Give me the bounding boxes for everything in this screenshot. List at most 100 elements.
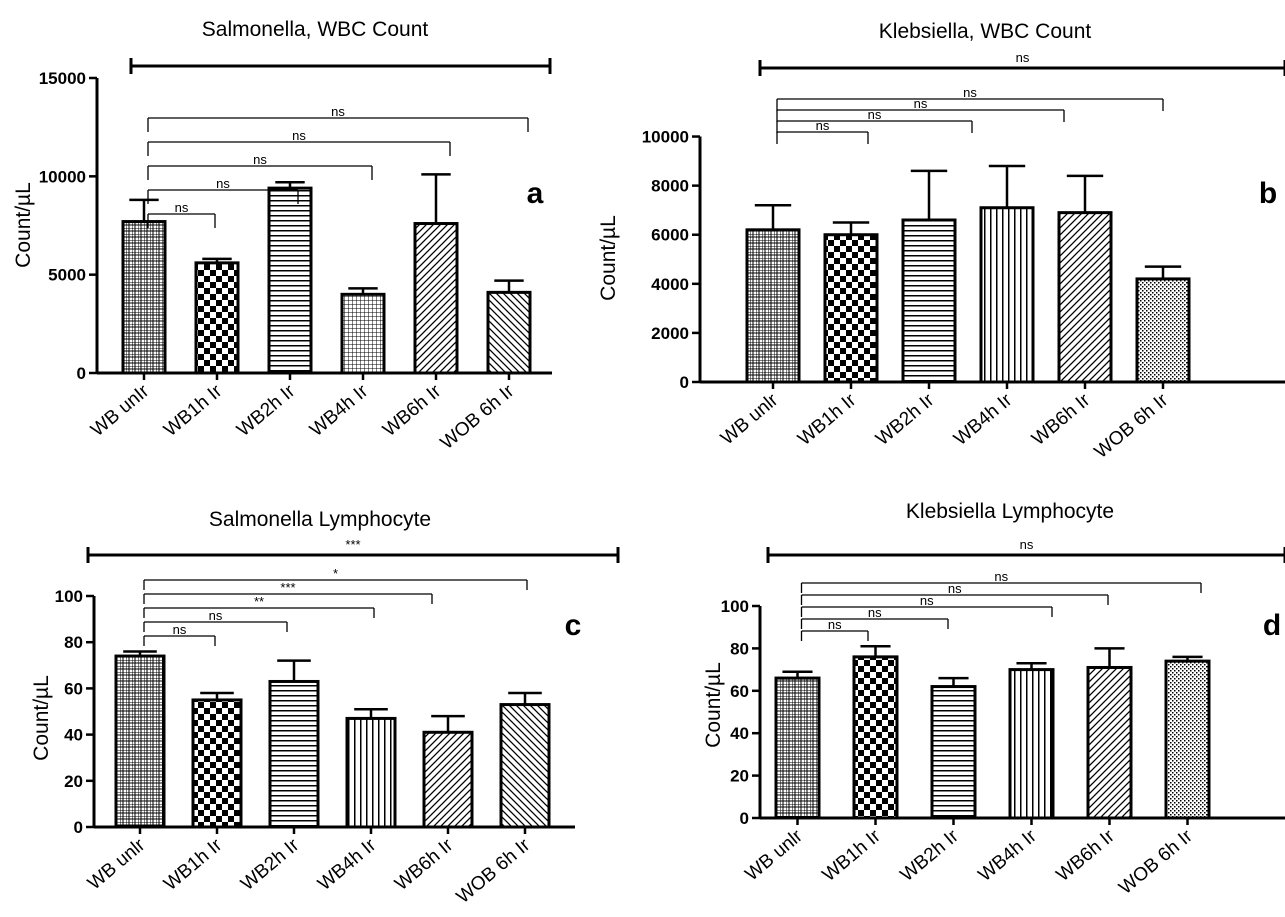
- comparison-significance-label: ***: [280, 580, 295, 595]
- comparison-significance-label: ns: [994, 569, 1008, 584]
- panel-letter: d: [1263, 609, 1281, 642]
- x-category-label: WB1h Ir: [160, 834, 227, 895]
- y-tick-label: 100: [55, 587, 83, 606]
- bar: [1008, 668, 1055, 820]
- comparison-significance-label: ns: [173, 622, 187, 637]
- y-tick-label: 10000: [642, 128, 689, 147]
- overall-significance-label: ns: [1016, 50, 1030, 65]
- comparison-significance-label: **: [254, 594, 264, 609]
- y-tick-label: 0: [74, 818, 83, 837]
- bar: [774, 676, 821, 820]
- x-category-label: WB4h Ir: [306, 380, 373, 441]
- bar: [194, 261, 240, 375]
- x-category-label: WOB 6h Ir: [453, 834, 535, 908]
- x-category-label: WB unlr: [741, 825, 807, 885]
- x-category-label: WB1h Ir: [794, 389, 861, 450]
- y-tick-label: 60: [64, 679, 83, 698]
- bar: [823, 233, 879, 384]
- y-tick-label: 20: [64, 772, 83, 791]
- y-tick-label: 2000: [651, 324, 689, 343]
- x-category-label: WB2h Ir: [233, 380, 300, 441]
- comparison-significance-label: *: [333, 566, 338, 581]
- x-category-label: WB4h Ir: [975, 825, 1042, 886]
- x-category-label: WB2h Ir: [897, 825, 964, 886]
- x-category-label: WB1h Ir: [819, 825, 886, 886]
- comparison-significance-label: ns: [331, 104, 345, 119]
- bar: [114, 654, 166, 829]
- x-category-label: WB unIr: [87, 380, 154, 441]
- y-tick-label: 4000: [651, 275, 689, 294]
- bar: [901, 218, 957, 384]
- comparison-significance-label: ns: [920, 593, 934, 608]
- comparison-significance-label: ns: [948, 581, 962, 596]
- y-axis-label: Count/µL: [702, 662, 725, 748]
- bar: [1057, 211, 1113, 384]
- panel-letter: c: [565, 609, 582, 642]
- comparison-significance-label: ns: [914, 96, 928, 111]
- panel-letter: b: [1259, 177, 1277, 210]
- x-category-label: WB4h Ir: [314, 834, 381, 895]
- y-tick-label: 100: [721, 597, 749, 616]
- x-category-label: WB6h Ir: [1053, 825, 1120, 886]
- x-category-label: WB2h Ir: [237, 834, 304, 895]
- x-category-label: WOB 6h Ir: [1091, 389, 1173, 463]
- y-tick-label: 0: [740, 809, 749, 828]
- comparison-significance-label: ns: [868, 605, 882, 620]
- y-axis-label: Count/µL: [597, 215, 620, 301]
- x-category-label: WB4h Ir: [950, 389, 1017, 450]
- overall-significance-label: ***: [345, 537, 360, 552]
- x-category-label: WB unlr: [717, 389, 783, 449]
- chart-title: Klebsiella, WBC Count: [879, 20, 1092, 43]
- bar: [340, 292, 386, 375]
- y-tick-label: 6000: [651, 226, 689, 245]
- bar: [422, 730, 474, 829]
- y-tick-label: 8000: [651, 177, 689, 196]
- bar: [852, 655, 899, 820]
- bar: [979, 206, 1035, 384]
- chart-title: Salmonella Lymphocyte: [209, 508, 431, 531]
- bar: [1135, 277, 1191, 384]
- comparison-significance-label: ns: [209, 608, 223, 623]
- y-tick-label: 40: [64, 726, 83, 745]
- chart-title: Klebsiella Lymphocyte: [906, 500, 1114, 523]
- y-tick-label: 80: [64, 633, 83, 652]
- x-category-label: WOB 6h Ir: [437, 380, 519, 454]
- bar: [345, 716, 397, 829]
- comparison-significance-label: ns: [816, 118, 830, 133]
- chart-title: Salmonella, WBC Count: [202, 18, 429, 41]
- panel-letter: a: [527, 177, 544, 210]
- y-tick-label: 10000: [39, 167, 86, 186]
- bar: [1086, 665, 1133, 820]
- comparison-significance-label: ns: [292, 128, 306, 143]
- bar: [267, 186, 313, 375]
- overall-significance-label: ns: [1020, 537, 1034, 552]
- comparison-significance-label: ns: [963, 85, 977, 100]
- bar: [268, 679, 320, 829]
- y-tick-label: 40: [730, 724, 749, 743]
- y-tick-label: 0: [680, 373, 689, 392]
- comparison-significance-label: ns: [828, 617, 842, 632]
- bar: [499, 703, 551, 829]
- bar: [745, 228, 801, 384]
- bar: [486, 290, 532, 375]
- comparison-significance-label: ns: [868, 107, 882, 122]
- comparison-significance-label: ns: [253, 152, 267, 167]
- x-category-label: WB unlr: [84, 834, 150, 894]
- y-tick-label: 0: [77, 364, 86, 383]
- x-category-label: WB6h Ir: [1028, 389, 1095, 450]
- y-tick-label: 60: [730, 682, 749, 701]
- y-axis-label: Count/µL: [30, 675, 53, 761]
- y-axis-label: Count/µL: [12, 182, 35, 268]
- y-tick-label: 80: [730, 639, 749, 658]
- x-category-label: WB1h Ir: [160, 380, 227, 441]
- y-tick-label: 15000: [39, 69, 86, 88]
- comparison-significance-label: ns: [216, 176, 230, 191]
- x-category-label: WB6h Ir: [379, 380, 446, 441]
- bar: [413, 222, 459, 375]
- bar: [191, 698, 243, 829]
- bar: [121, 220, 167, 375]
- x-category-label: WB2h Ir: [872, 389, 939, 450]
- y-tick-label: 5000: [48, 266, 86, 285]
